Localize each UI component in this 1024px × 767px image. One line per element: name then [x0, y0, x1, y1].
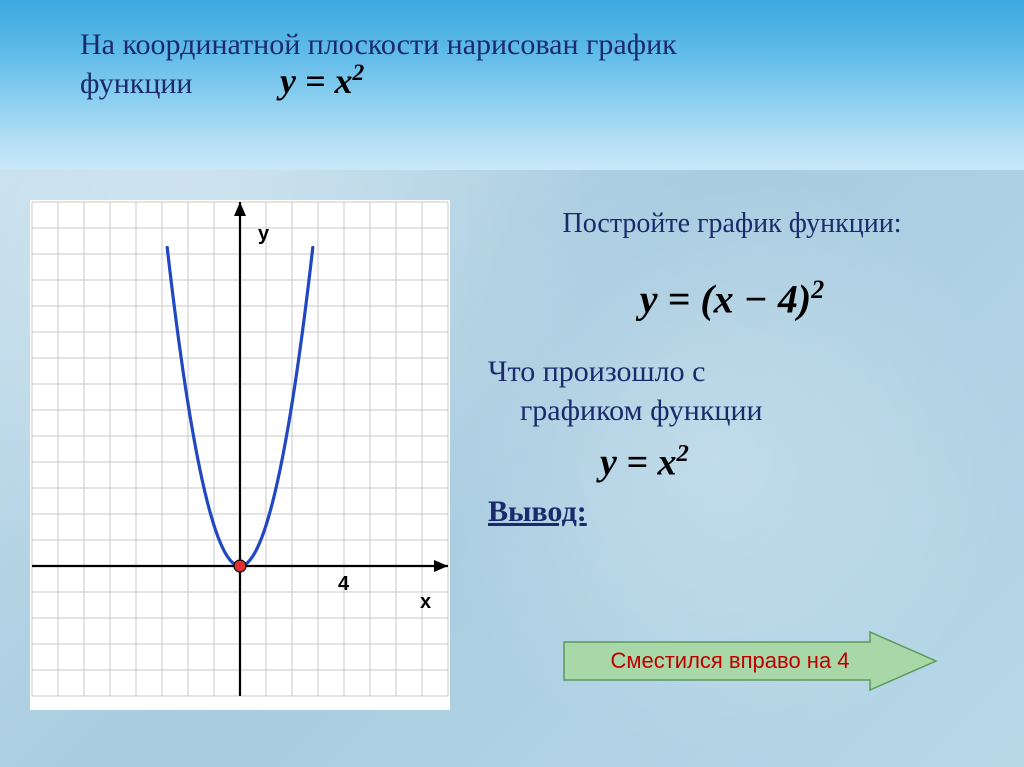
- header-text-line1: На координатной плоскости нарисован граф…: [80, 25, 944, 64]
- answer-arrow: Сместился вправо на 4: [560, 630, 940, 692]
- arrow-text: Сместился вправо на 4: [560, 630, 900, 692]
- header-text-line2: функции: [80, 64, 944, 103]
- build-prompt: Постройте график функции:: [480, 208, 984, 240]
- formula-shifted: y = (x − 4)2: [480, 275, 984, 322]
- content-area: y x 4 Постройте график функции: y = (x − 4…: [0, 170, 1024, 710]
- slide-header: На координатной плоскости нарисован граф…: [0, 0, 1024, 170]
- formula-main: y = x2: [280, 60, 364, 102]
- right-column: Постройте график функции: y = (x − 4)2 Ч…: [480, 200, 984, 710]
- svg-text:x: x: [420, 591, 431, 613]
- parabola-chart: y x 4: [30, 200, 450, 710]
- formula-base: y = x2: [600, 440, 984, 485]
- conclusion-label: Вывод:: [480, 495, 984, 529]
- svg-text:y: y: [258, 223, 270, 245]
- question-line1: Что произошло с: [480, 352, 984, 391]
- svg-text:4: 4: [338, 573, 350, 595]
- question-line2: графиком функции: [480, 391, 984, 430]
- chart-svg: y x 4: [30, 200, 450, 710]
